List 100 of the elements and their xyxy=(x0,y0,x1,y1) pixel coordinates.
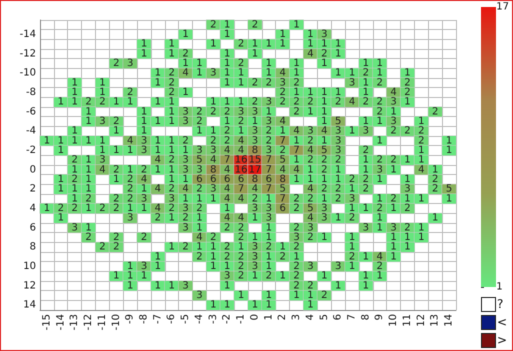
data-label: 3 xyxy=(210,145,217,156)
data-label: 2 xyxy=(279,251,286,262)
text: ? xyxy=(497,297,504,312)
data-label: 1 xyxy=(154,261,162,272)
data-label: 1 xyxy=(446,145,452,156)
data-label: 1 xyxy=(238,242,244,253)
data-label: 2 xyxy=(238,38,244,50)
data-label: 2 xyxy=(307,280,314,292)
y-tick-label: -4 xyxy=(26,126,36,137)
data-label: 4 xyxy=(376,251,383,262)
x-tick-label: 1 xyxy=(263,314,274,320)
data-label: 3 xyxy=(71,222,78,234)
data-label: 3 xyxy=(321,203,328,214)
x-tick-label: 4 xyxy=(304,314,316,320)
data-label: 3 xyxy=(224,270,230,282)
data-label: 1 xyxy=(252,116,258,127)
data-label: 1 xyxy=(279,38,286,50)
data-label: 3 xyxy=(307,126,314,137)
data-label: 3 xyxy=(404,184,411,195)
data-label: 1 xyxy=(154,77,162,88)
data-label: 3 xyxy=(140,135,148,146)
data-label: 2 xyxy=(224,106,230,118)
data-label: 1 xyxy=(293,251,300,262)
data-label: 5 xyxy=(196,154,203,166)
data-label: 1 xyxy=(140,116,148,127)
data-label: 1 xyxy=(362,164,370,176)
data-label: 1 xyxy=(404,242,411,253)
data-label: 1 xyxy=(85,116,92,127)
data-label: 1 xyxy=(154,145,162,156)
x-tick-label: 2 xyxy=(277,314,288,320)
data-label: 1 xyxy=(307,174,314,185)
data-label: 1 xyxy=(348,261,356,272)
data-label: 1 xyxy=(307,29,314,40)
data-label: 1 xyxy=(252,270,258,282)
data-label: 2 xyxy=(224,251,230,262)
data-label: 1 xyxy=(266,300,272,311)
x-tick-label: -5 xyxy=(180,314,192,324)
data-label: 1 xyxy=(210,96,217,108)
color-bar-label: 1 xyxy=(496,282,503,292)
data-label: 2 xyxy=(334,193,342,204)
data-label: 3 xyxy=(390,96,397,108)
data-label: 2 xyxy=(362,96,370,108)
data-label: 1 xyxy=(376,222,383,234)
data-label: 7 xyxy=(279,193,286,204)
data-label: 2 xyxy=(224,126,230,137)
data-label: 2 xyxy=(293,203,300,214)
data-label: 2 xyxy=(266,135,272,146)
data-label: 1 xyxy=(348,203,356,214)
data-label: 7 xyxy=(224,154,230,166)
data-label: 1 xyxy=(168,135,175,146)
data-label: 2 xyxy=(140,232,148,243)
data-label: 7 xyxy=(279,135,286,146)
data-label: 1 xyxy=(168,280,175,292)
data-label: 3 xyxy=(252,106,258,118)
data-label: 2 xyxy=(168,203,175,214)
data-label: 2 xyxy=(126,193,134,204)
data-label: 2 xyxy=(279,96,286,108)
data-label: 2 xyxy=(418,126,425,137)
data-label: 2 xyxy=(71,203,78,214)
data-label: 1 xyxy=(307,290,314,301)
data-label: 1 xyxy=(126,203,134,214)
data-label: 2 xyxy=(113,242,120,253)
data-label: 2 xyxy=(85,232,92,243)
data-label: 1 xyxy=(404,154,411,166)
data-label: 1 xyxy=(224,280,230,292)
data-label: 1 xyxy=(293,87,300,98)
data-label: 1 xyxy=(126,270,134,282)
y-tick-label: -2 xyxy=(26,145,36,156)
data-label: 1 xyxy=(168,145,175,156)
data-label: 1 xyxy=(418,116,425,127)
y-tick-label: 8 xyxy=(30,242,36,253)
data-label: 1 xyxy=(140,270,148,282)
data-label: 4 xyxy=(238,193,244,204)
data-label: 1 xyxy=(140,184,148,195)
data-label: 1 xyxy=(224,58,230,69)
data-label: 3 xyxy=(362,222,370,234)
data-label: 4 xyxy=(224,193,230,204)
data-label: 1 xyxy=(376,212,383,224)
data-label: 1 xyxy=(126,145,134,156)
data-label: 1 xyxy=(210,300,217,311)
data-label: 1 xyxy=(154,68,162,79)
data-label: 2 xyxy=(113,193,120,204)
data-label: 1 xyxy=(252,48,258,60)
data-label: 2 xyxy=(140,164,148,176)
data-label: 1 xyxy=(404,96,411,108)
data-label: 1 xyxy=(85,106,92,118)
data-label: 4 xyxy=(154,203,162,214)
data-label: 2 xyxy=(99,96,106,108)
data-label: 2 xyxy=(334,96,342,108)
data-label: 1 xyxy=(238,126,244,137)
data-label: 3 xyxy=(266,145,272,156)
data-label: 15 xyxy=(248,154,262,166)
x-tick-label: 9 xyxy=(374,314,386,320)
data-label: 2 xyxy=(71,154,78,166)
x-tick-label: 6 xyxy=(332,314,344,320)
y-tick-label: -14 xyxy=(20,29,36,40)
data-label: 3 xyxy=(321,29,328,40)
data-label: 2 xyxy=(293,96,300,108)
data-label: 1 xyxy=(238,290,244,301)
data-label: 3 xyxy=(182,164,189,176)
